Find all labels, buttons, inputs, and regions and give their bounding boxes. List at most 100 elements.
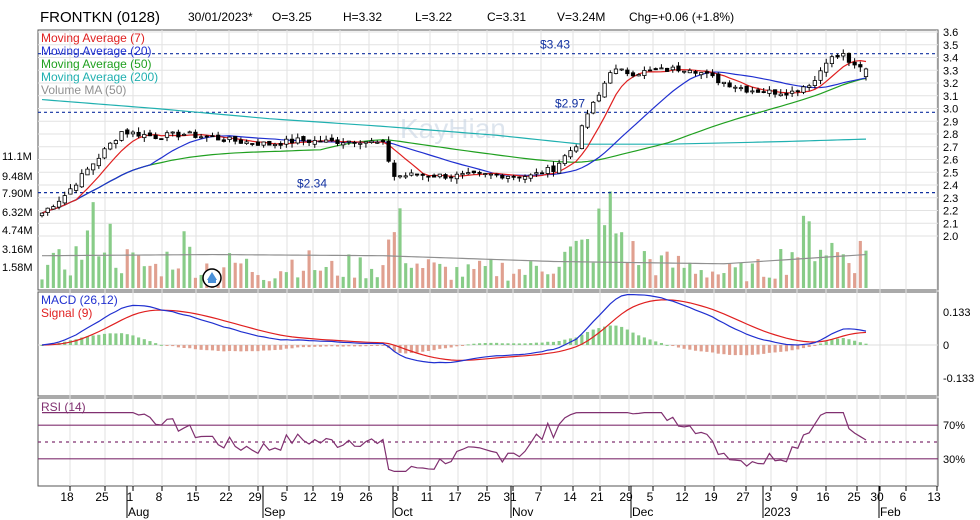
volume-bar	[358, 257, 362, 288]
macd-histogram-bar	[779, 345, 783, 352]
candle-body	[852, 61, 857, 66]
volume-bar	[341, 276, 345, 288]
candle-body	[744, 85, 749, 93]
volume-bar	[245, 258, 249, 288]
macd-histogram-bar	[273, 345, 277, 351]
volume-bar	[46, 264, 50, 288]
macd-histogram-bar	[85, 336, 90, 345]
volume-bar	[267, 281, 271, 288]
candle-body	[625, 69, 630, 75]
volume-bar	[722, 273, 726, 288]
macd-tick-label: 0	[943, 340, 949, 352]
volume-bar	[80, 259, 84, 288]
volume-bar	[676, 255, 681, 288]
macd-histogram-bar	[284, 345, 288, 349]
candle-body	[45, 207, 50, 213]
candle-body	[85, 168, 90, 176]
macd-histogram-bar	[523, 343, 527, 345]
macd-histogram-bar	[847, 339, 851, 345]
volume-tick-label: 4.74M	[2, 225, 33, 237]
volume-bar	[648, 259, 652, 288]
volume-bar	[830, 242, 834, 288]
volume-bar	[739, 262, 743, 288]
macd-histogram-bar	[603, 326, 607, 345]
legend-ma50: Moving Average (50)	[41, 57, 152, 71]
x-tick-label: 21	[590, 490, 604, 504]
volume-bar	[370, 268, 374, 288]
event-marker-icon[interactable]	[202, 268, 222, 288]
volume-bar	[807, 221, 811, 288]
price-tick-label: 2.3	[943, 193, 958, 205]
ma200-line	[41, 98, 867, 145]
candle-body	[159, 138, 164, 141]
candle-body	[414, 173, 420, 176]
volume-bar	[801, 215, 806, 288]
macd-histogram-bar	[676, 345, 681, 348]
volume-bar	[762, 276, 766, 288]
volume-bar	[63, 269, 67, 288]
candle-body	[119, 131, 124, 141]
macd-histogram-bar	[307, 345, 311, 348]
x-tick-label: 5	[281, 490, 288, 504]
macd-histogram-bar	[324, 345, 328, 347]
volume-bar	[415, 263, 419, 288]
macd-histogram-bar	[290, 345, 294, 349]
x-tick-label: 6	[900, 490, 907, 504]
candle-body	[807, 85, 812, 88]
macd-histogram-bar	[245, 345, 249, 352]
macd-histogram-bar	[614, 325, 618, 345]
macd-histogram-bar	[352, 345, 357, 347]
volume-bar	[784, 274, 789, 288]
macd-histogram-bar	[495, 342, 499, 345]
macd-histogram-bar	[415, 345, 419, 353]
macd-histogram-bar	[188, 345, 192, 349]
candle-body	[426, 175, 431, 178]
volume-bar	[137, 254, 141, 288]
volume-bar	[102, 252, 107, 288]
macd-histogram-bar	[443, 345, 448, 349]
candle-body	[284, 138, 289, 145]
candle-body	[244, 141, 249, 144]
macd-tick-label: -0.133	[943, 373, 974, 385]
candle-body	[335, 139, 340, 144]
volume-tick-label: 6.32M	[2, 207, 33, 219]
volume-bar	[193, 277, 197, 288]
candle-body	[755, 89, 761, 93]
volume-bar	[818, 249, 823, 288]
volume-bar	[443, 266, 448, 288]
volume-bar	[91, 202, 95, 288]
volume-bar	[642, 251, 646, 288]
x-tick-label: 22	[219, 490, 233, 504]
macd-histogram-bar	[784, 345, 789, 352]
legend-ma20: Moving Average (20)	[41, 44, 152, 58]
reference-label: $3.43	[540, 38, 570, 52]
candle-body	[772, 89, 778, 95]
macd-histogram-bar	[239, 345, 243, 352]
macd-histogram-bar	[540, 342, 544, 345]
volume-bar	[114, 267, 118, 288]
candle-body	[568, 150, 573, 158]
candle-body	[312, 140, 317, 145]
candle-body	[829, 56, 835, 65]
macd-histogram-bar	[489, 342, 493, 345]
candle-body	[443, 174, 448, 179]
candle-body	[193, 131, 198, 138]
volume-bar	[620, 232, 624, 288]
candle-body	[727, 82, 732, 88]
x-tick-label: 26	[359, 490, 373, 504]
x-tick-label: 29	[619, 490, 633, 504]
macd-histogram-bar	[631, 332, 635, 345]
legend-macd: MACD (26,12)	[41, 293, 118, 307]
macd-histogram-bar	[642, 337, 646, 345]
candle-body	[352, 141, 357, 144]
volume-bar	[381, 265, 385, 288]
macd-histogram-bar	[853, 340, 857, 345]
volume-bar	[296, 277, 300, 288]
candle-body	[551, 165, 556, 172]
volume-bar	[716, 274, 720, 288]
candle-body	[301, 136, 306, 142]
volume-bar	[256, 275, 260, 288]
price-tick-label: 2.7	[943, 142, 958, 154]
candle-body	[494, 173, 499, 176]
volume-tick-label: 1.58M	[2, 262, 33, 274]
